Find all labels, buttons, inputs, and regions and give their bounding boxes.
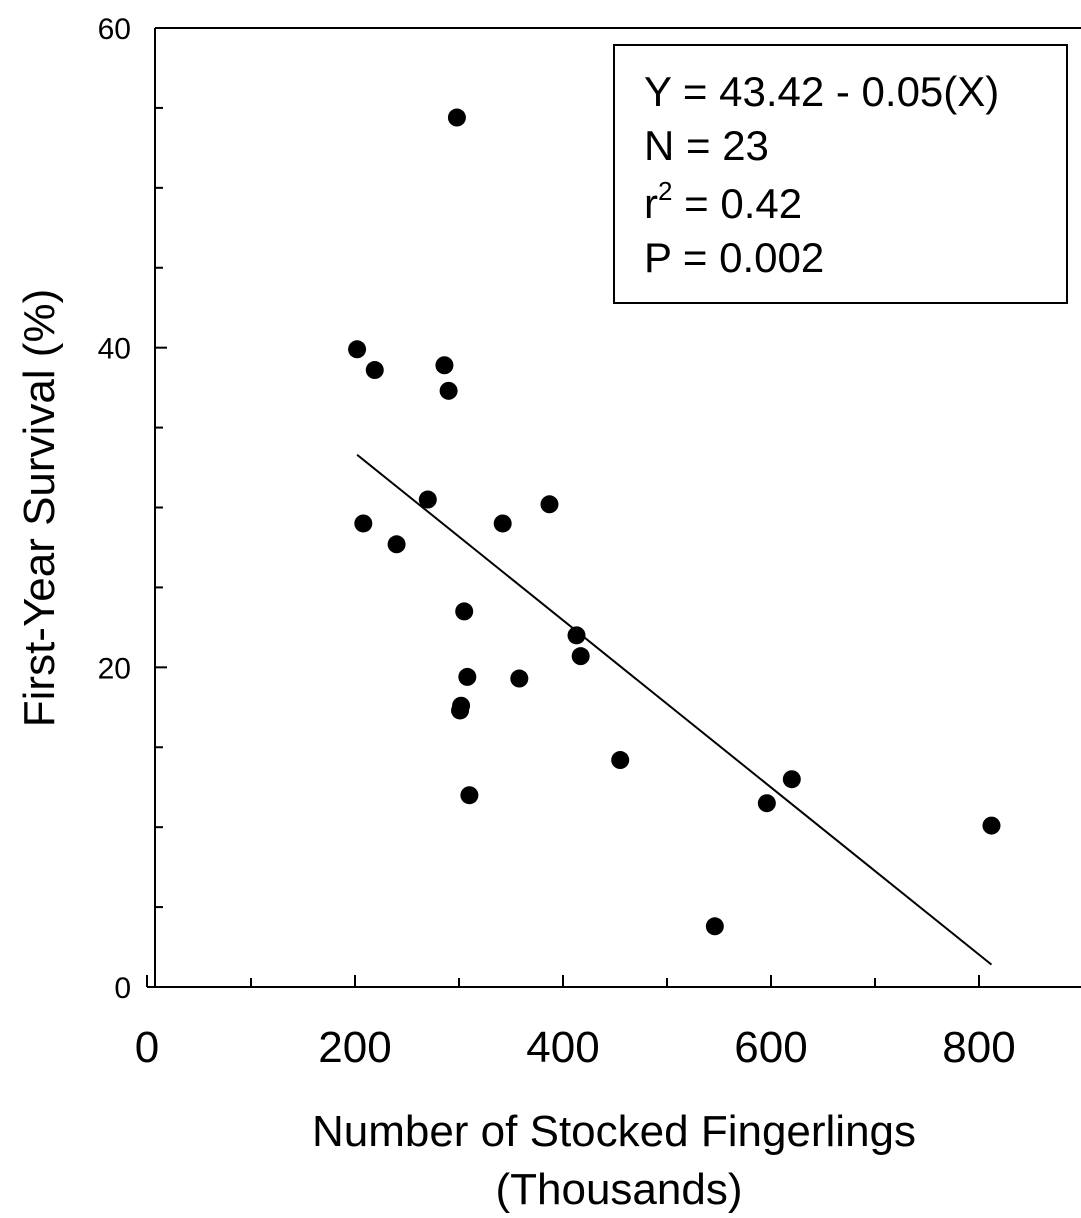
data-point (348, 340, 367, 359)
stats-r-letter: r (644, 180, 658, 227)
y-axis-title: First-Year Survival (%) (15, 289, 64, 727)
data-point (567, 626, 586, 645)
data-point (435, 356, 454, 375)
data-point (447, 108, 466, 127)
data-point (705, 917, 724, 936)
stats-p: P = 0.002 (644, 234, 824, 281)
data-point (493, 514, 512, 533)
data-point (365, 361, 384, 380)
data-point (510, 669, 529, 688)
stats-box: Y = 43.42 - 0.05(X) N = 23 r2 = 0.42 P =… (613, 44, 1068, 304)
stats-r-value: = 0.42 (672, 180, 802, 227)
y-tick-label: 20 (98, 652, 131, 685)
data-point (354, 514, 373, 533)
data-point (460, 786, 479, 805)
data-point (982, 816, 1001, 835)
y-axis-ticks: 0 20 40 60 (98, 13, 167, 1005)
data-point (540, 495, 559, 514)
data-point (418, 490, 437, 509)
x-tick-label: 0 (135, 1023, 159, 1072)
data-point (387, 535, 406, 554)
x-tick-label: 600 (734, 1023, 807, 1072)
y-tick-label: 0 (114, 972, 131, 1005)
data-points (348, 108, 1001, 936)
data-point (782, 770, 801, 789)
data-point (571, 647, 590, 666)
data-point (611, 751, 630, 770)
x-tick-label: 400 (526, 1023, 599, 1072)
stats-n: N = 23 (644, 122, 769, 169)
regression-line-group (356, 453, 993, 966)
data-point (439, 381, 458, 400)
data-point (455, 602, 474, 621)
data-point (458, 667, 477, 686)
stats-r-squared: r2 = 0.42 (644, 176, 802, 227)
x-axis-title-line-1: Number of Stocked Fingerlings (312, 1107, 916, 1156)
x-tick-label: 800 (942, 1023, 1015, 1072)
data-point (451, 701, 470, 720)
stats-box-border (613, 44, 1068, 304)
regression-line (356, 453, 993, 966)
data-point (757, 794, 776, 813)
stats-equation: Y = 43.42 - 0.05(X) (644, 68, 999, 115)
x-axis-title-line-2: (Thousands) (495, 1165, 742, 1214)
y-tick-label: 40 (98, 333, 131, 366)
stats-r-superscript: 2 (658, 176, 672, 206)
x-axis-ticks: 0 200 400 600 800 (135, 975, 1016, 1072)
y-tick-label: 60 (98, 13, 131, 46)
x-tick-label: 200 (318, 1023, 391, 1072)
